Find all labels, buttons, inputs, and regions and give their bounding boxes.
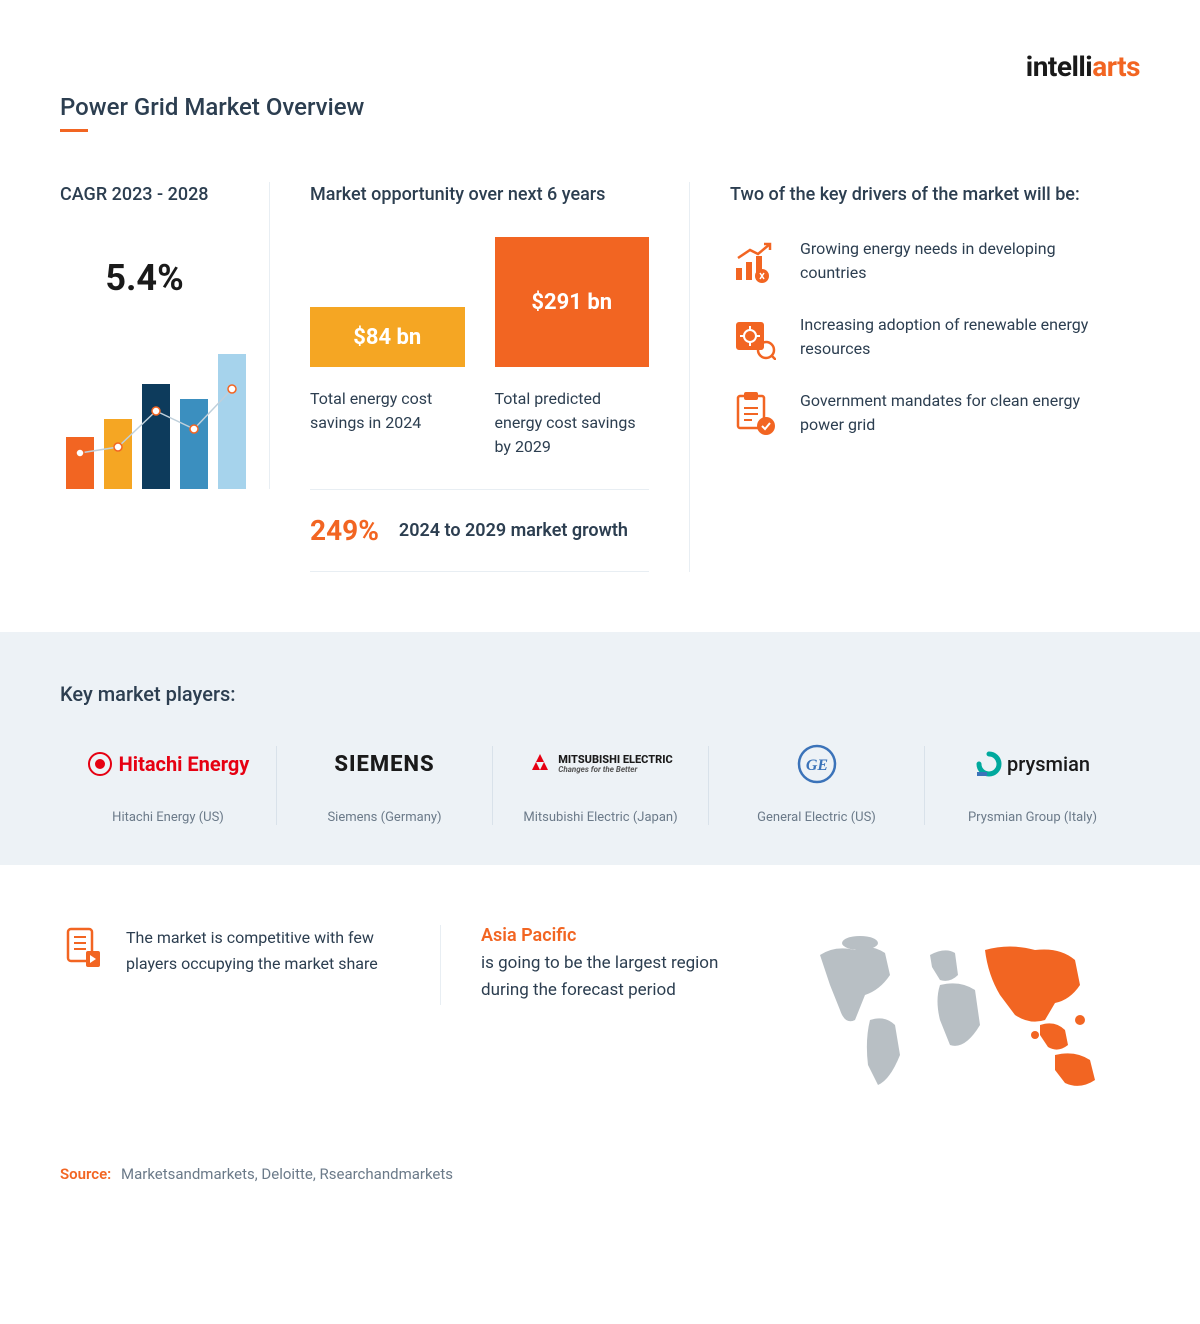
chart-bar <box>104 419 132 489</box>
driver-text: Government mandates for clean energy pow… <box>800 389 1100 437</box>
player-mitsubishi: MITSUBISHI ELECTRICChanges for the Bette… <box>492 746 708 825</box>
opportunity-caption-a: Total energy cost savings in 2024 <box>310 387 465 435</box>
infographic-page: intelliarts Power Grid Market Overview C… <box>0 0 1200 1243</box>
drivers-heading: Two of the key drivers of the market wil… <box>730 182 1100 207</box>
title-row: Power Grid Market Overview <box>0 93 1200 132</box>
drivers-column: Two of the key drivers of the market wil… <box>730 182 1140 465</box>
player-caption: Siemens (Germany) <box>297 810 472 825</box>
player-caption: Hitachi Energy (US) <box>80 810 256 825</box>
page-title: Power Grid Market Overview <box>60 93 1140 121</box>
source-label: Source: <box>60 1165 111 1183</box>
growth-chart-icon <box>730 238 776 284</box>
region-column: Asia Pacific is going to be the largest … <box>440 925 760 1004</box>
growth-text: 2024 to 2029 market growth <box>399 520 628 541</box>
market-note: The market is competitive with few playe… <box>60 925 420 976</box>
players-row: Hitachi Energy Hitachi Energy (US) SIEMENS… <box>60 746 1140 825</box>
player-logo: SIEMENS <box>297 746 472 782</box>
cagr-bar-chart <box>60 339 260 489</box>
opportunity-boxes: $84 bn Total energy cost savings in 2024… <box>310 237 649 459</box>
player-caption: Prysmian Group (Italy) <box>945 810 1120 825</box>
header: intelliarts <box>0 0 1200 93</box>
players-heading: Key market players: <box>60 682 1140 706</box>
bottom-section: The market is competitive with few playe… <box>0 865 1200 1135</box>
divider <box>310 489 649 490</box>
driver-item: Increasing adoption of renewable energy … <box>730 313 1100 361</box>
renewable-icon <box>730 314 776 360</box>
players-band: Key market players: Hitachi EnergyHitach… <box>0 632 1200 865</box>
drivers-list: Growing energy needs in developing count… <box>730 237 1100 437</box>
title-underline <box>60 129 88 132</box>
source-row: Source: Marketsandmarkets, Deloitte, Rse… <box>0 1135 1200 1243</box>
opportunity-box-b: $291 bn Total predicted energy cost savi… <box>495 237 650 459</box>
chart-bar <box>142 384 170 489</box>
chart-bar <box>218 354 246 489</box>
spacer <box>310 237 465 307</box>
mandate-icon <box>730 390 776 436</box>
document-icon <box>60 925 106 971</box>
source-text: Marketsandmarkets, Deloitte, Rsearchandm… <box>121 1165 453 1183</box>
cagr-heading: CAGR 2023 - 2028 <box>60 182 229 207</box>
player-caption: Mitsubishi Electric (Japan) <box>513 810 688 825</box>
opportunity-heading: Market opportunity over next 6 years <box>310 182 649 207</box>
player-siemens: SIEMENS Siemens (Germany) <box>276 746 492 825</box>
region-highlight: Asia Pacific <box>481 925 760 946</box>
driver-item: Growing energy needs in developing count… <box>730 237 1100 285</box>
world-map <box>780 925 1140 1105</box>
cagr-column: CAGR 2023 - 2028 5.4% <box>60 182 270 489</box>
chart-bar <box>180 399 208 489</box>
opportunity-value-b: $291 bn <box>495 237 650 367</box>
top-grid: CAGR 2023 - 2028 5.4% Market opportunity… <box>0 182 1200 632</box>
player-hitachi: Hitachi Energy Hitachi Energy (US) <box>60 746 276 825</box>
brand-logo: intelliarts <box>1026 50 1140 83</box>
opportunity-box-a: $84 bn Total energy cost savings in 2024 <box>310 237 465 459</box>
opportunity-value-a: $84 bn <box>310 307 465 367</box>
cagr-value: 5.4% <box>60 257 229 299</box>
player-prysmian: prysmian Prysmian Group (Italy) <box>924 746 1140 825</box>
driver-item: Government mandates for clean energy pow… <box>730 389 1100 437</box>
brand-text-accent: arts <box>1092 50 1140 83</box>
player-logo: MITSUBISHI ELECTRICChanges for the Bette… <box>513 746 688 782</box>
region-text: is going to be the largest region during… <box>481 950 760 1004</box>
player-logo: Hitachi Energy <box>80 746 256 782</box>
driver-text: Growing energy needs in developing count… <box>800 237 1100 285</box>
driver-text: Increasing adoption of renewable energy … <box>800 313 1100 361</box>
market-note-text: The market is competitive with few playe… <box>126 925 420 976</box>
opportunity-column: Market opportunity over next 6 years $84… <box>310 182 690 572</box>
svg-text:GE: GE <box>805 757 827 774</box>
player-logo: GE <box>729 746 904 782</box>
growth-row: 249% 2024 to 2029 market growth <box>310 514 649 572</box>
growth-percent: 249% <box>310 514 379 547</box>
player-logo: prysmian <box>945 746 1120 782</box>
player-caption: General Electric (US) <box>729 810 904 825</box>
opportunity-caption-b: Total predicted energy cost savings by 2… <box>495 387 650 459</box>
player-ge: GE General Electric (US) <box>708 746 924 825</box>
chart-bar <box>66 437 94 489</box>
brand-text-black: intelli <box>1026 50 1092 83</box>
